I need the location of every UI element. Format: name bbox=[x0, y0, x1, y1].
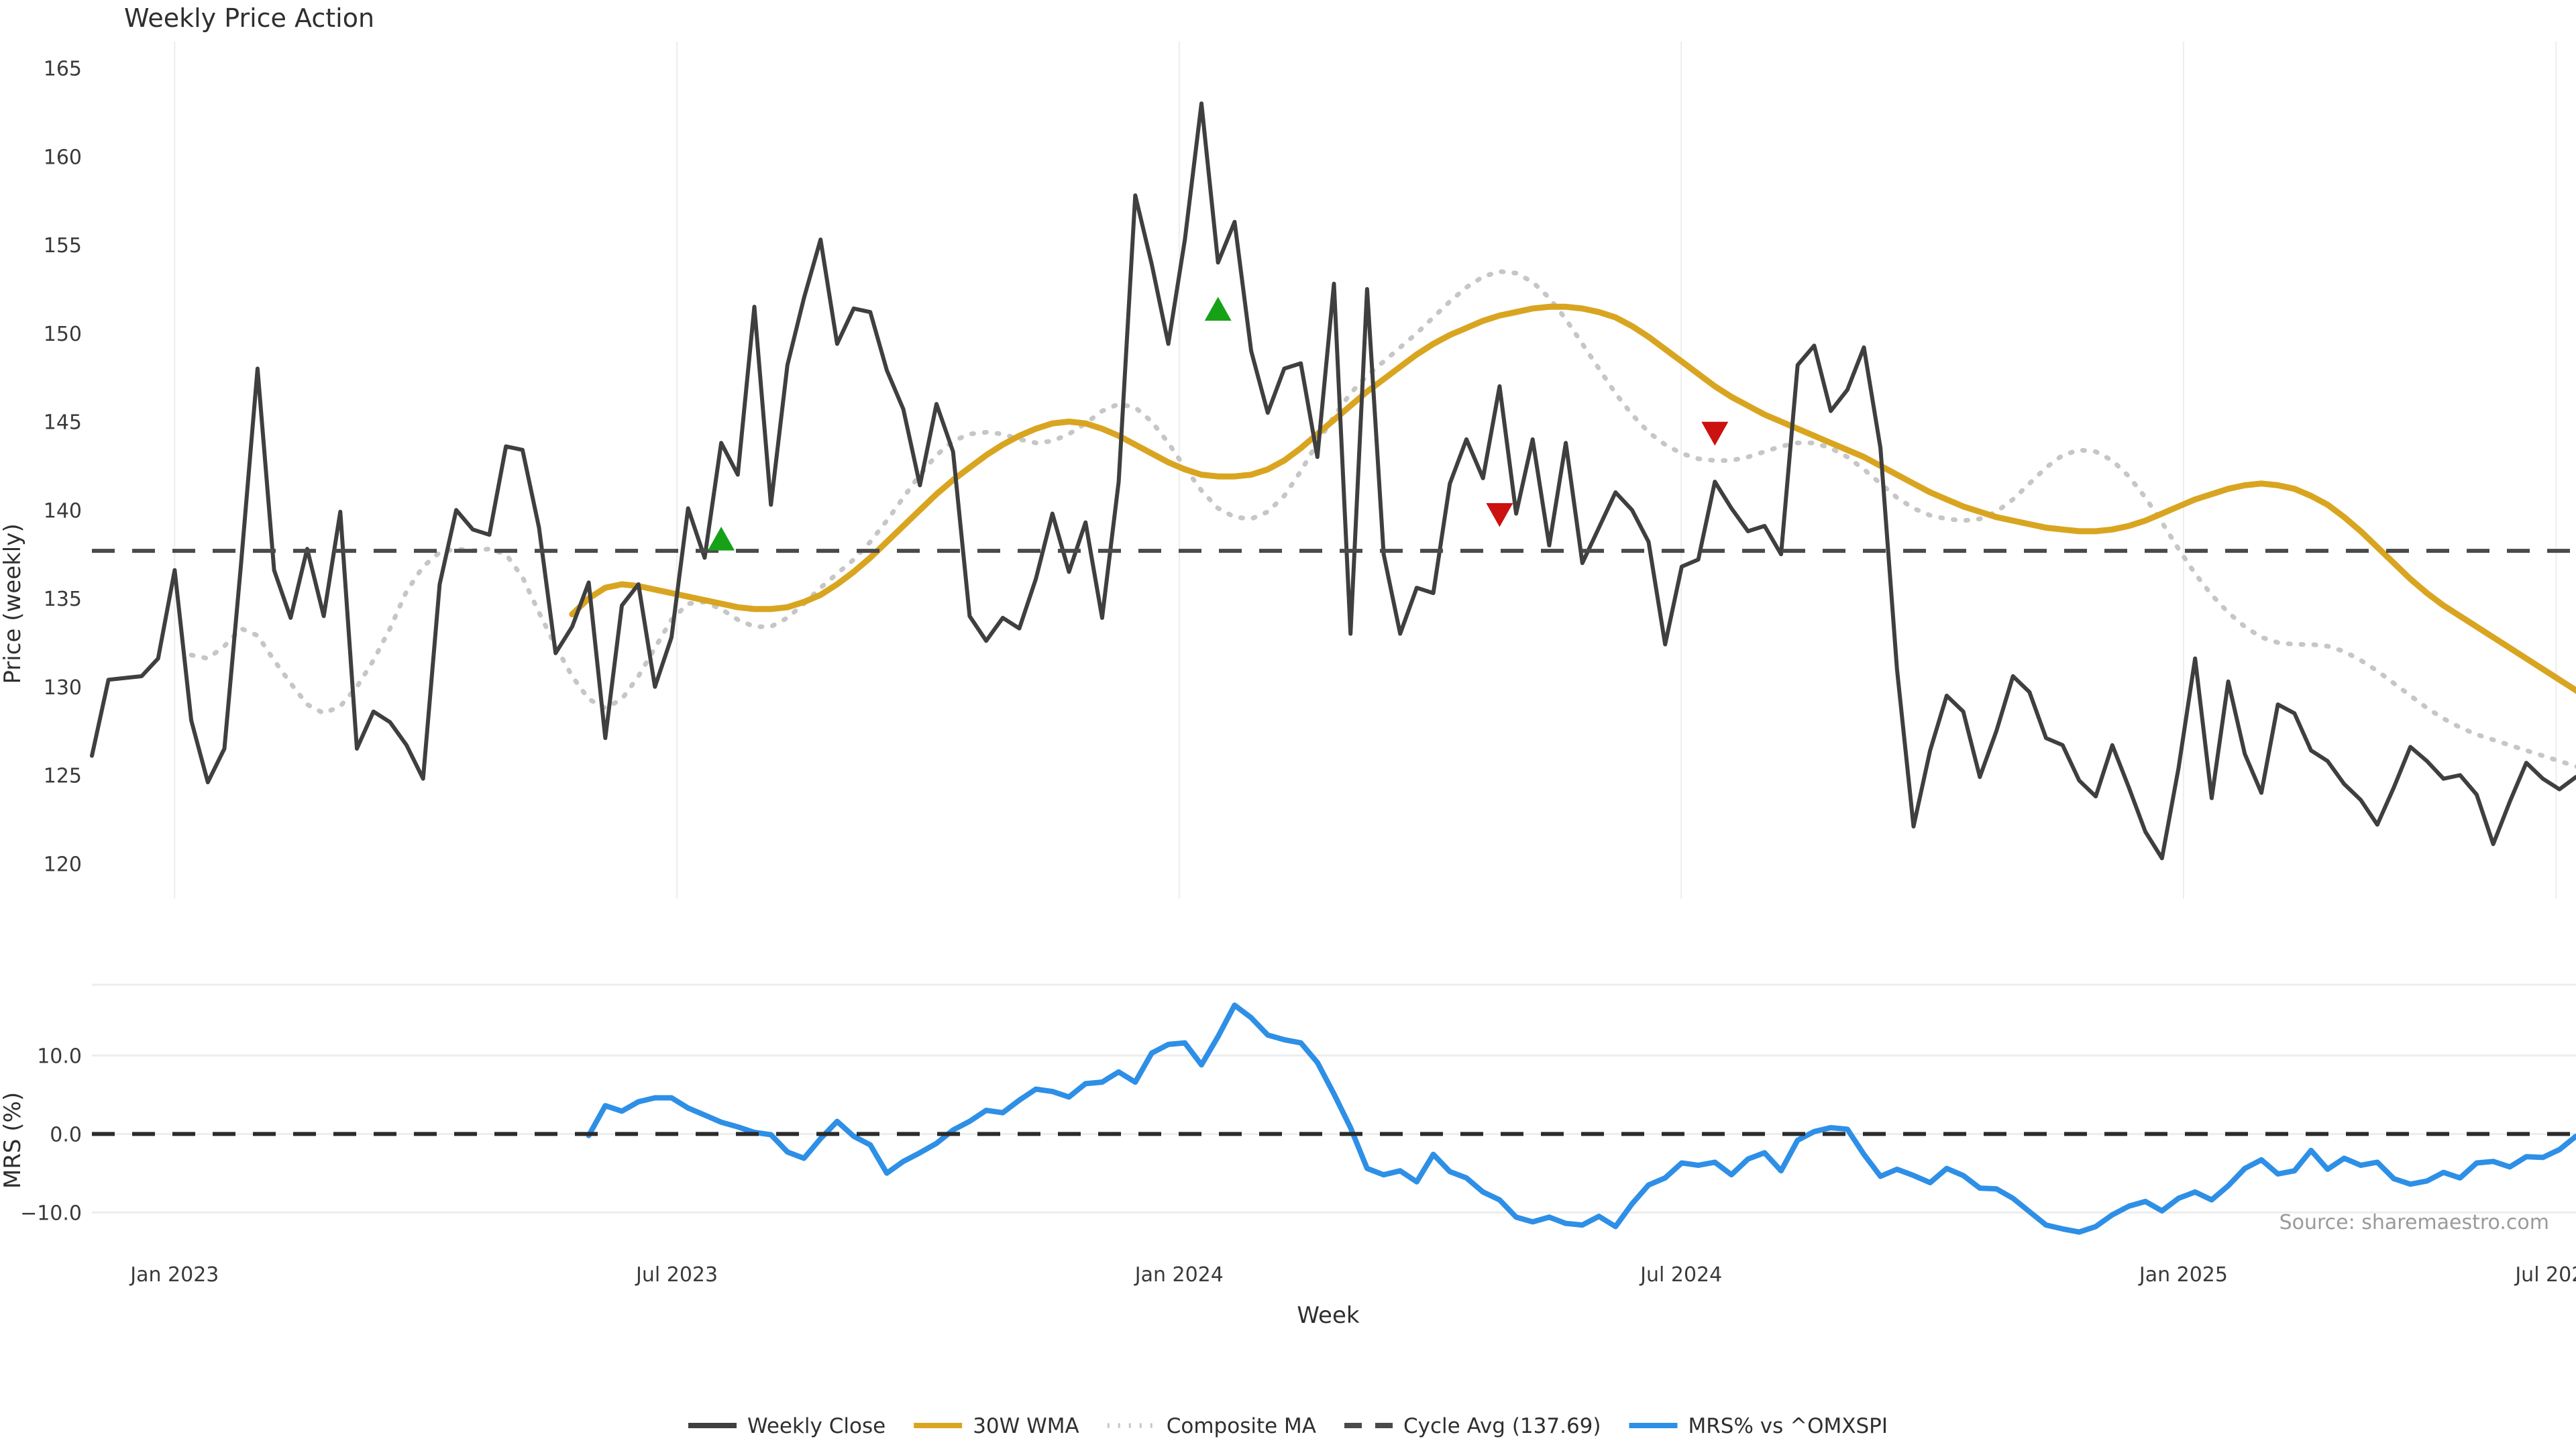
price-y-axis-ticks: 120 125 130 135 140 145 150 155 160 165 bbox=[44, 58, 82, 877]
legend-label: Cycle Avg (137.69) bbox=[1403, 1414, 1601, 1438]
price-y-tick: 120 bbox=[44, 853, 82, 876]
price-y-tick: 150 bbox=[44, 323, 82, 346]
price-y-tick: 130 bbox=[44, 676, 82, 700]
legend-item[interactable]: Composite MA bbox=[1107, 1414, 1316, 1438]
buy-signal-marker bbox=[1204, 297, 1232, 321]
source-watermark: Source: sharemaestro.com bbox=[2279, 1211, 2549, 1234]
sell-signal-marker bbox=[1701, 421, 1729, 446]
legend-item[interactable]: Cycle Avg (137.69) bbox=[1344, 1414, 1601, 1438]
price-y-tick: 155 bbox=[44, 234, 82, 258]
legend-label: 30W WMA bbox=[973, 1414, 1079, 1438]
x-tick: Jan 2025 bbox=[2138, 1263, 2228, 1287]
price-y-tick: 135 bbox=[44, 588, 82, 611]
legend-item[interactable]: Weekly Close bbox=[688, 1414, 885, 1438]
x-tick: Jan 2023 bbox=[129, 1263, 219, 1287]
x-tick: Jan 2024 bbox=[1134, 1263, 1224, 1287]
x-tick: Jul 2023 bbox=[635, 1263, 718, 1287]
x-tick: Jul 2025 bbox=[2514, 1263, 2576, 1287]
price-y-tick: 125 bbox=[44, 765, 82, 788]
legend: Weekly Close 30W WMA Composite MA Cycle Avg… bbox=[688, 1414, 1888, 1438]
price-y-tick: 160 bbox=[44, 146, 82, 169]
buy-signal-marker bbox=[708, 527, 735, 551]
page-title: Weekly Price Action bbox=[124, 3, 374, 33]
mrs-y-tick: 10.0 bbox=[37, 1044, 82, 1068]
mrs-series-group bbox=[586, 1002, 2576, 1235]
price-y-tick: 165 bbox=[44, 58, 82, 81]
price-axis-label: Price (weekly) bbox=[0, 523, 26, 684]
x-tick: Jul 2024 bbox=[1639, 1263, 1722, 1287]
legend-label: MRS% vs ^OMXSPI bbox=[1688, 1414, 1888, 1438]
legend-label: Composite MA bbox=[1167, 1414, 1316, 1438]
mrs-y-axis-ticks: −10.0 0.0 10.0 bbox=[20, 1044, 82, 1225]
sell-signal-marker bbox=[1486, 502, 1513, 527]
series-composite-ma bbox=[189, 269, 2576, 769]
x-axis-ticks: Jan 2023 Jul 2023 Jan 2024 Jul 2024 Jan 2025… bbox=[129, 1263, 2576, 1287]
price-gridlines bbox=[174, 42, 2557, 899]
mrs-y-tick: −10.0 bbox=[20, 1201, 82, 1225]
legend-item[interactable]: 30W WMA bbox=[914, 1414, 1079, 1438]
price-y-tick: 140 bbox=[44, 499, 82, 523]
mrs-y-tick: 0.0 bbox=[50, 1123, 82, 1146]
x-axis-label: Week bbox=[1297, 1302, 1359, 1329]
signal-markers-group bbox=[708, 297, 1729, 551]
legend-label: Weekly Close bbox=[747, 1414, 885, 1438]
mrs-axis-label: MRS (%) bbox=[0, 1092, 26, 1189]
price-y-tick: 145 bbox=[44, 411, 82, 435]
series-weekly-close bbox=[90, 101, 2576, 861]
series-mrs bbox=[586, 1002, 2576, 1235]
series-30w-wma bbox=[569, 303, 2576, 694]
price-series-group bbox=[90, 101, 2576, 861]
legend-item[interactable]: MRS% vs ^OMXSPI bbox=[1629, 1414, 1888, 1438]
